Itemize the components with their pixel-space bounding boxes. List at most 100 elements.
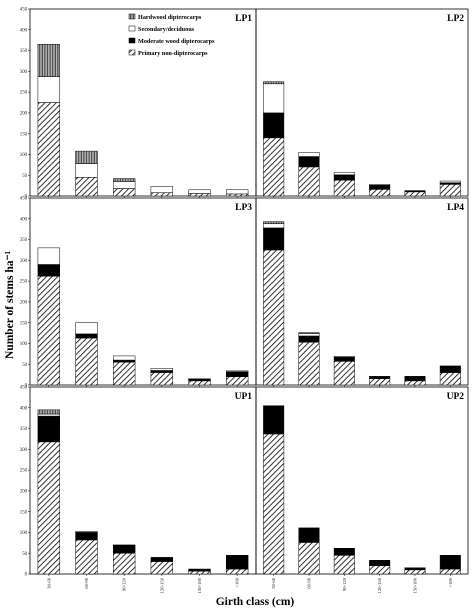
- panel-label-lp3: LP3: [235, 203, 252, 213]
- panel-label-lp2: LP2: [447, 14, 464, 24]
- x-tick-label-up2: 30-60: [271, 577, 276, 588]
- bar-lp4-primary-2: [333, 361, 355, 386]
- y-tick-label-lp3: 100: [20, 342, 28, 347]
- bar-up1-moderate-3: [150, 557, 174, 562]
- y-tick-label-up1: 450: [20, 386, 28, 391]
- y-tick-label-lp1: 450: [20, 8, 28, 13]
- legend-swatch-moderate: [128, 37, 136, 44]
- legend-label-hardwood: Hardwood dipterocarps: [138, 14, 202, 21]
- bar-lp4-secondary-2: [333, 356, 355, 358]
- y-tick-label-lp3: 150: [20, 321, 28, 326]
- bar-up1-primary-0: [37, 441, 61, 575]
- bar-lp3-secondary-1: [75, 322, 98, 335]
- bar-lp4-hardwood-1: [298, 332, 320, 334]
- panel-up1: 0 50 100 150 200 250 300 350 400 450 30-60 60-90 90-…: [20, 386, 257, 593]
- panel-frame-lp2: [255, 8, 469, 197]
- bar-lp1-primary-3: [150, 192, 174, 197]
- panels-layer: 0 50 100 150 200 250 300 350 400 450 LP1 LP2 0 50 100 1…: [20, 8, 469, 593]
- x-tick-label-up1: 150-180: [197, 577, 202, 593]
- x-tick-label-up2: 150-180: [413, 577, 418, 593]
- y-tick-label-lp3: 350: [20, 238, 28, 243]
- y-tick-label-lp3: 200: [20, 300, 28, 305]
- bar-lp1-primary-0: [37, 102, 61, 197]
- bar-lp3-secondary-5: [225, 370, 249, 372]
- bar-lp2-secondary-0: [263, 83, 285, 114]
- bar-lp2-moderate-2: [333, 174, 355, 181]
- bar-lp3-secondary-0: [37, 247, 61, 265]
- bar-lp4-secondary-1: [298, 333, 320, 337]
- panel-frame-lp3: [29, 197, 257, 386]
- bar-lp1-secondary-0: [37, 76, 61, 103]
- y-tick-label-up1: 50: [22, 552, 27, 557]
- bar-lp4-moderate-1: [298, 335, 320, 343]
- bar-lp3-primary-3: [150, 372, 174, 386]
- bar-lp2-primary-3: [369, 189, 391, 197]
- bar-up1-hardwood-1: [75, 531, 98, 533]
- panel-label-up1: UP1: [235, 392, 253, 402]
- y-tick-label-lp1: 300: [20, 70, 28, 75]
- x-tick-label-up2: 60-90: [307, 577, 312, 588]
- bar-up2-primary-4: [404, 569, 426, 575]
- y-tick-label-up1: 150: [20, 510, 28, 515]
- bar-lp3-moderate-3: [150, 370, 174, 373]
- bar-lp4-primary-0: [263, 249, 285, 386]
- x-tick-label-up1: 60-90: [84, 577, 89, 588]
- bar-lp2-primary-4: [404, 191, 426, 197]
- bar-lp2-secondary-3: [369, 184, 391, 186]
- x-axis-label: Girth class (cm): [216, 596, 295, 608]
- bar-up2-moderate-2: [333, 547, 355, 556]
- bar-up2-primary-0: [263, 433, 285, 575]
- panel-lp2: LP2: [255, 8, 469, 198]
- bar-lp1-secondary-1: [75, 163, 98, 178]
- bar-lp3-moderate-1: [75, 333, 98, 339]
- bar-lp2-moderate-3: [369, 184, 391, 190]
- bar-lp4-secondary-0: [263, 223, 285, 229]
- bar-lp4-moderate-5: [439, 366, 461, 373]
- y-tick-label-lp1: 250: [20, 91, 28, 96]
- panel-lp3: 0 50 100 150 200 250 300 350 400 450 LP3: [20, 197, 257, 389]
- bar-lp1-primary-4: [188, 193, 211, 197]
- bar-up1-primary-5: [225, 568, 249, 575]
- bar-up2-moderate-3: [369, 560, 391, 566]
- bar-up2-primary-2: [333, 555, 355, 575]
- y-tick-label-up1: 250: [20, 469, 28, 474]
- legend-label-primary: Primary non-dipterocarps: [138, 50, 208, 57]
- y-tick-label-up1: 0: [25, 573, 28, 578]
- panel-label-up2: UP2: [447, 392, 465, 402]
- bar-lp3-moderate-2: [112, 359, 136, 363]
- bar-up1-primary-4: [188, 570, 211, 575]
- legend-swatch-hardwood: [128, 13, 136, 20]
- bar-lp4-primary-4: [404, 380, 426, 386]
- bar-up1-hardwood-0: [37, 409, 61, 415]
- bar-up2-primary-5: [439, 568, 461, 575]
- x-tick-label-up1: 30-60: [46, 577, 51, 588]
- panel-lp4: LP4: [255, 197, 469, 387]
- bar-lp3-secondary-3: [150, 368, 174, 371]
- panel-label-lp1: LP1: [235, 14, 252, 24]
- y-tick-label-lp3: 300: [20, 259, 28, 264]
- y-tick-label-lp1: 200: [20, 111, 28, 116]
- bar-lp2-moderate-0: [263, 112, 285, 139]
- bar-lp2-primary-2: [333, 179, 355, 197]
- legend-swatch-secondary: [128, 25, 136, 32]
- x-tick-label-up2: >180: [448, 577, 453, 587]
- y-tick-label-lp3: 50: [22, 363, 27, 368]
- bar-lp1-primary-5: [225, 193, 249, 197]
- y-tick-label-lp1: 350: [20, 49, 28, 54]
- bar-up2-primary-3: [369, 565, 391, 575]
- bar-up2-moderate-0: [263, 405, 285, 435]
- legend-label-secondary: Secondary/deciduous: [138, 26, 195, 33]
- bar-lp1-hardwood-0: [37, 44, 61, 77]
- bar-lp2-secondary-5: [439, 180, 461, 183]
- bar-lp1-hardwood-1: [75, 150, 98, 164]
- y-tick-label-up1: 300: [20, 448, 28, 453]
- bar-up1-primary-2: [112, 552, 136, 575]
- y-tick-label-lp3: 250: [20, 280, 28, 285]
- bar-up1-moderate-0: [37, 415, 61, 443]
- bar-lp4-moderate-3: [369, 376, 391, 380]
- bar-lp3-primary-1: [75, 337, 98, 386]
- panel-frame-up2: [255, 386, 469, 575]
- bar-lp3-primary-5: [225, 376, 249, 386]
- x-tick-label-up2: 120-150: [377, 577, 382, 593]
- bar-up1-primary-3: [150, 561, 174, 575]
